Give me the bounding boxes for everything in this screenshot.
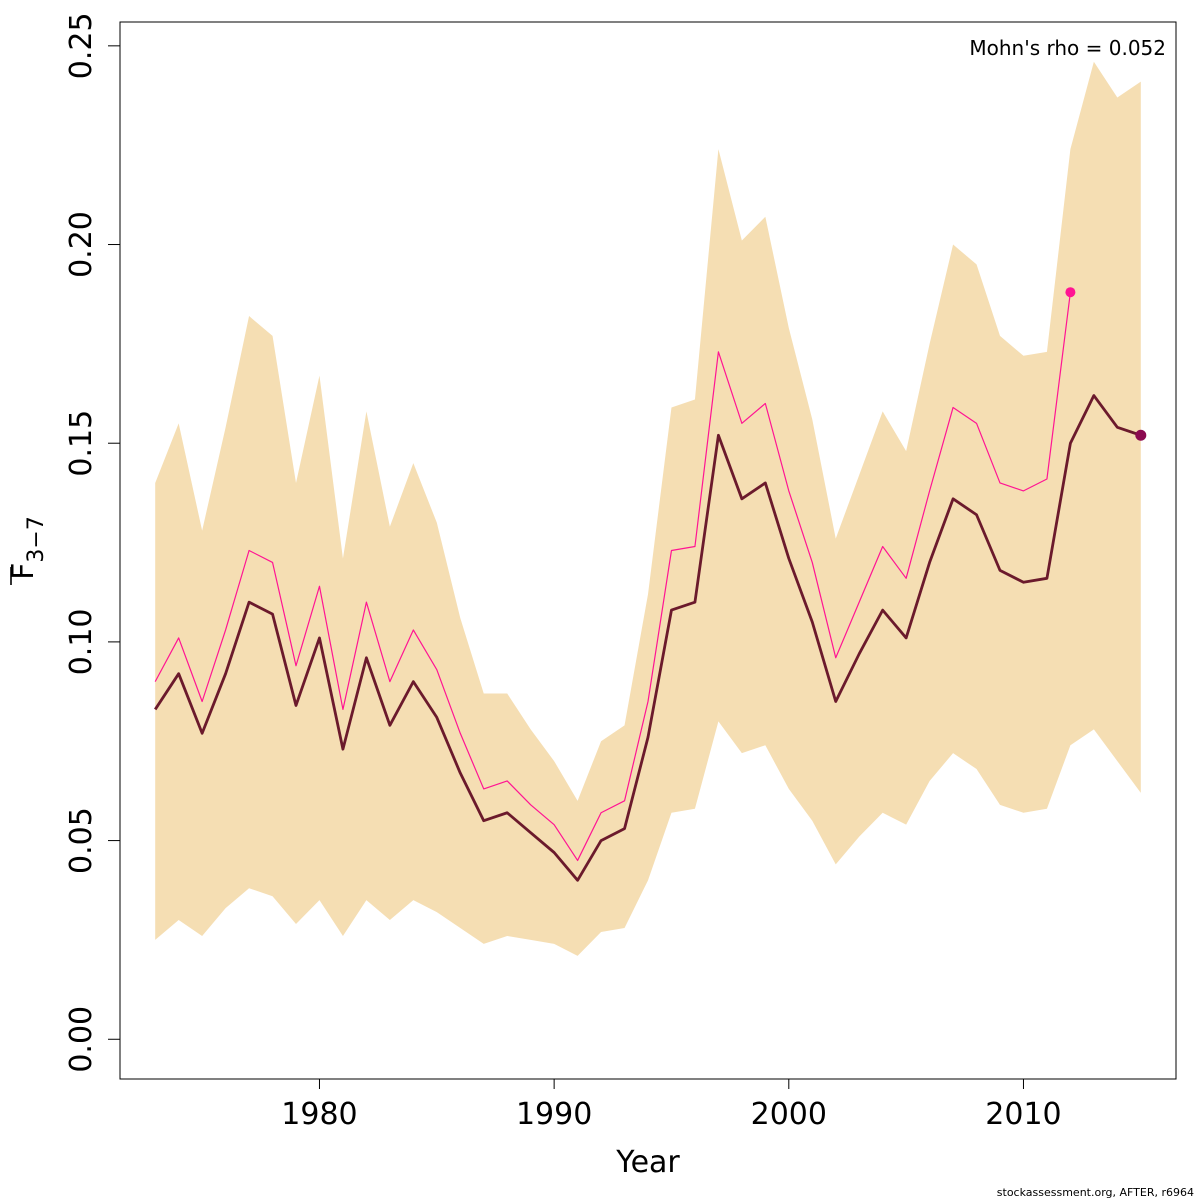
y-axis-title: F3−7 xyxy=(6,516,49,585)
y-axis: 0.00 0.05 0.10 0.15 0.20 0.25 xyxy=(64,12,120,1073)
y-tick-label: 0.10 xyxy=(64,608,99,675)
y-tick-label: 0.15 xyxy=(64,410,99,477)
footer-credit: stockassessment.org, AFTER, r6964 xyxy=(997,1186,1194,1199)
x-tick-label: 2010 xyxy=(985,1097,1061,1132)
main-series-line xyxy=(154,394,1142,882)
retro-series-line xyxy=(154,292,1071,862)
y-tick-label: 0.20 xyxy=(64,211,99,278)
y-axis-title-sub: 3−7 xyxy=(24,516,49,562)
y-tick-label: 0.05 xyxy=(64,807,99,874)
y-tick-label: 0.25 xyxy=(64,12,99,79)
x-axis-title: Year xyxy=(615,1145,680,1180)
y-axis-title-main: F xyxy=(6,563,41,580)
x-tick-label: 2000 xyxy=(751,1097,827,1132)
retro-series-end-point xyxy=(1065,287,1076,298)
x-tick-label: 1980 xyxy=(281,1097,357,1132)
y-tick-label: 0.00 xyxy=(64,1006,99,1073)
confidence-band-layer xyxy=(155,61,1141,956)
x-tick-label: 1990 xyxy=(516,1097,592,1132)
mohns-rho-annotation: Mohn's rho = 0.052 xyxy=(969,36,1166,60)
main-series-end-point xyxy=(1135,429,1147,441)
svg-text:F3−7: F3−7 xyxy=(6,516,49,580)
plot-frame xyxy=(119,21,1177,1080)
confidence-band xyxy=(155,61,1141,956)
x-axis: 1980 1990 2000 2010 xyxy=(281,1079,1062,1132)
series-layer xyxy=(154,287,1147,882)
